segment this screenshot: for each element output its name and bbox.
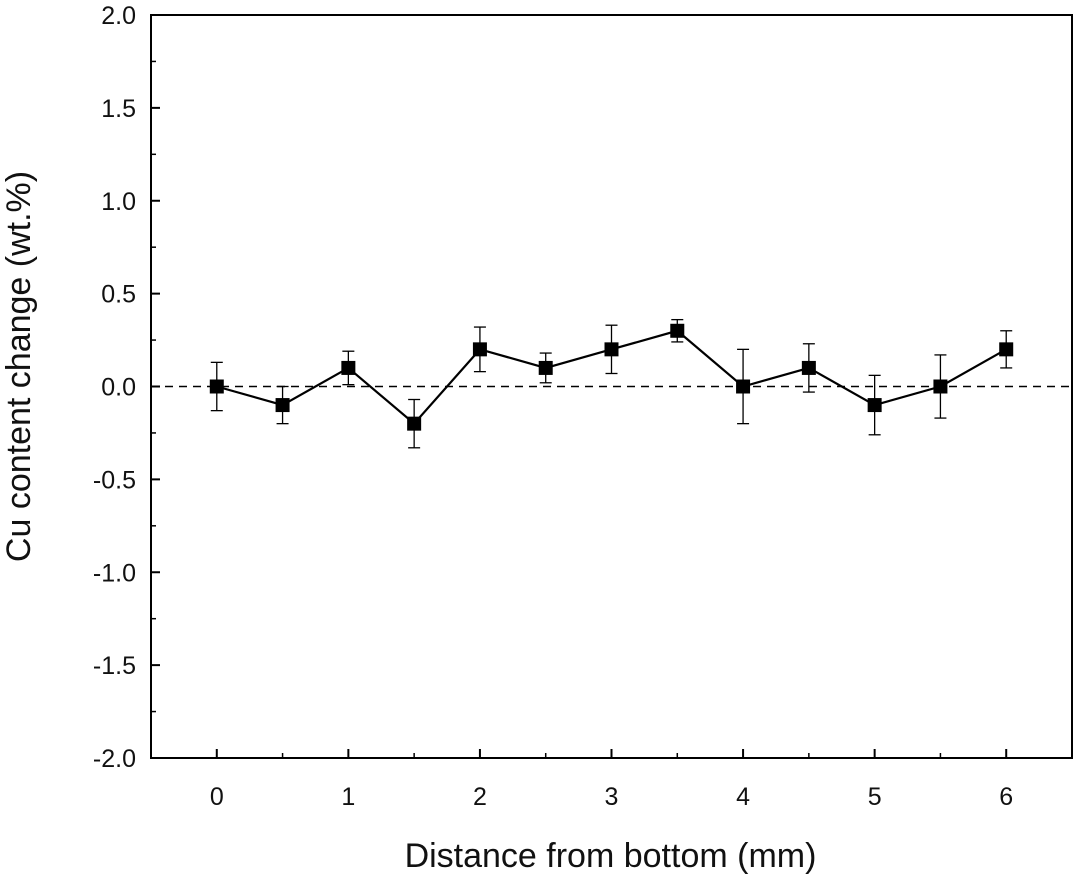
data-point-marker xyxy=(604,342,619,357)
data-point-marker xyxy=(407,416,422,431)
axes-layer: -2.0 -1.5 -1.0 -0.5 0.0 0.5 1.0 1.5 2.0 0 1 2 3 4 5 6 xyxy=(93,2,1073,811)
y-axis-title: Cu content change (wt.%) xyxy=(0,171,38,562)
x-tick-label: 2 xyxy=(473,783,487,811)
data-point-marker xyxy=(538,360,553,375)
data-point-marker xyxy=(801,360,816,375)
x-tick-label: 3 xyxy=(605,783,619,811)
x-tick-label: 5 xyxy=(868,783,882,811)
x-tick-label: 1 xyxy=(341,783,355,811)
y-tick-label: 0.5 xyxy=(101,281,136,309)
y-tick-label: -1.5 xyxy=(93,652,136,680)
data-point-marker xyxy=(999,342,1014,357)
y-tick-label: 0.0 xyxy=(101,374,136,402)
x-tick-label: 4 xyxy=(736,783,750,811)
data-point-marker xyxy=(670,323,685,338)
data-point-marker xyxy=(736,379,751,394)
x-tick-label: 6 xyxy=(999,783,1013,811)
y-tick-label: 1.0 xyxy=(101,188,136,216)
x-axis-title: Distance from bottom (mm) xyxy=(405,837,817,875)
series-layer xyxy=(209,318,1014,449)
data-point-marker xyxy=(933,379,948,394)
data-point-marker xyxy=(275,398,290,413)
data-point-marker xyxy=(867,398,882,413)
x-tick-label: 0 xyxy=(210,783,224,811)
data-point-marker xyxy=(209,379,224,394)
y-tick-label: 2.0 xyxy=(101,2,136,30)
y-tick-label: -2.0 xyxy=(93,745,136,773)
y-tick-label: -0.5 xyxy=(93,466,136,494)
y-tick-label: -1.0 xyxy=(93,559,136,587)
data-point-marker xyxy=(472,342,487,357)
y-tick-label: 1.5 xyxy=(101,95,136,123)
data-point-marker xyxy=(341,360,356,375)
